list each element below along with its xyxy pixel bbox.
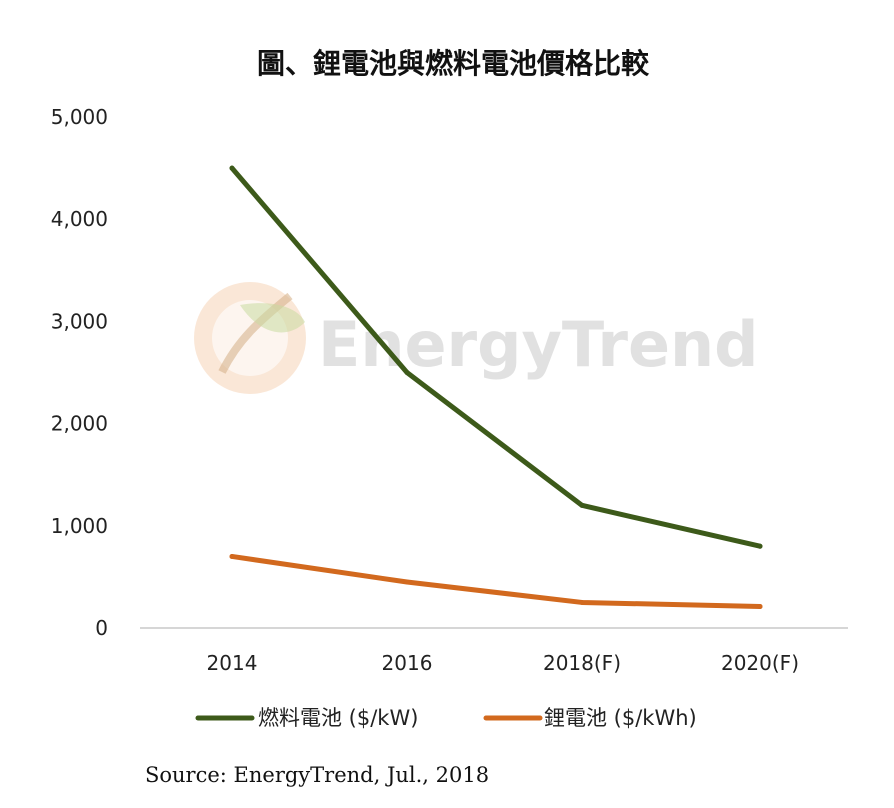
legend-label-lithium-battery: 鋰電池 ($/kWh) (544, 706, 697, 730)
x-tick-label: 2020(F) (721, 651, 799, 675)
watermark: EnergyTrend (194, 282, 759, 394)
series-layer (229, 165, 763, 610)
x-tick-label: 2014 (207, 651, 258, 675)
x-axis: 2014 2016 2018(F) 2020(F) (207, 651, 799, 675)
x-tick-label: 2016 (382, 651, 433, 675)
legend-label-fuel-cell: 燃料電池 ($/kW) (258, 706, 418, 730)
lithium-battery-data-point (757, 604, 763, 610)
legend-item-fuel-cell: 燃料電池 ($/kW) (195, 706, 418, 730)
y-tick-label: 1,000 (51, 514, 108, 538)
lithium-battery-data-point (404, 579, 410, 585)
x-tick-label: 2018(F) (543, 651, 621, 675)
fuel-cell-data-point (579, 502, 585, 508)
y-tick-label: 3,000 (51, 309, 108, 333)
y-axis: 0 1,000 2,000 3,000 4,000 5,000 (51, 105, 108, 640)
series-line-fuel-cell (229, 165, 763, 549)
series-line-lithium-battery (229, 553, 763, 610)
lithium-battery-data-point (579, 599, 585, 605)
y-tick-label: 2,000 (51, 412, 108, 436)
fuel-cell-data-point (229, 165, 235, 171)
source-note: Source: EnergyTrend, Jul., 2018 (145, 763, 489, 787)
legend-item-lithium-battery: 鋰電池 ($/kWh) (483, 706, 697, 730)
chart-title: 圖、鋰電池與燃料電池價格比較 (257, 47, 650, 80)
leaf-logo-icon (194, 282, 306, 394)
watermark-text: EnergyTrend (318, 308, 759, 381)
fuel-cell-data-point (757, 543, 763, 549)
fuel-cell-data-point (404, 370, 410, 375)
y-tick-label: 4,000 (51, 207, 108, 231)
y-tick-label: 0 (95, 616, 108, 640)
y-tick-label: 5,000 (51, 105, 108, 129)
lithium-battery-data-point (229, 553, 235, 559)
legend: 燃料電池 ($/kW) 鋰電池 ($/kWh) (195, 706, 697, 730)
